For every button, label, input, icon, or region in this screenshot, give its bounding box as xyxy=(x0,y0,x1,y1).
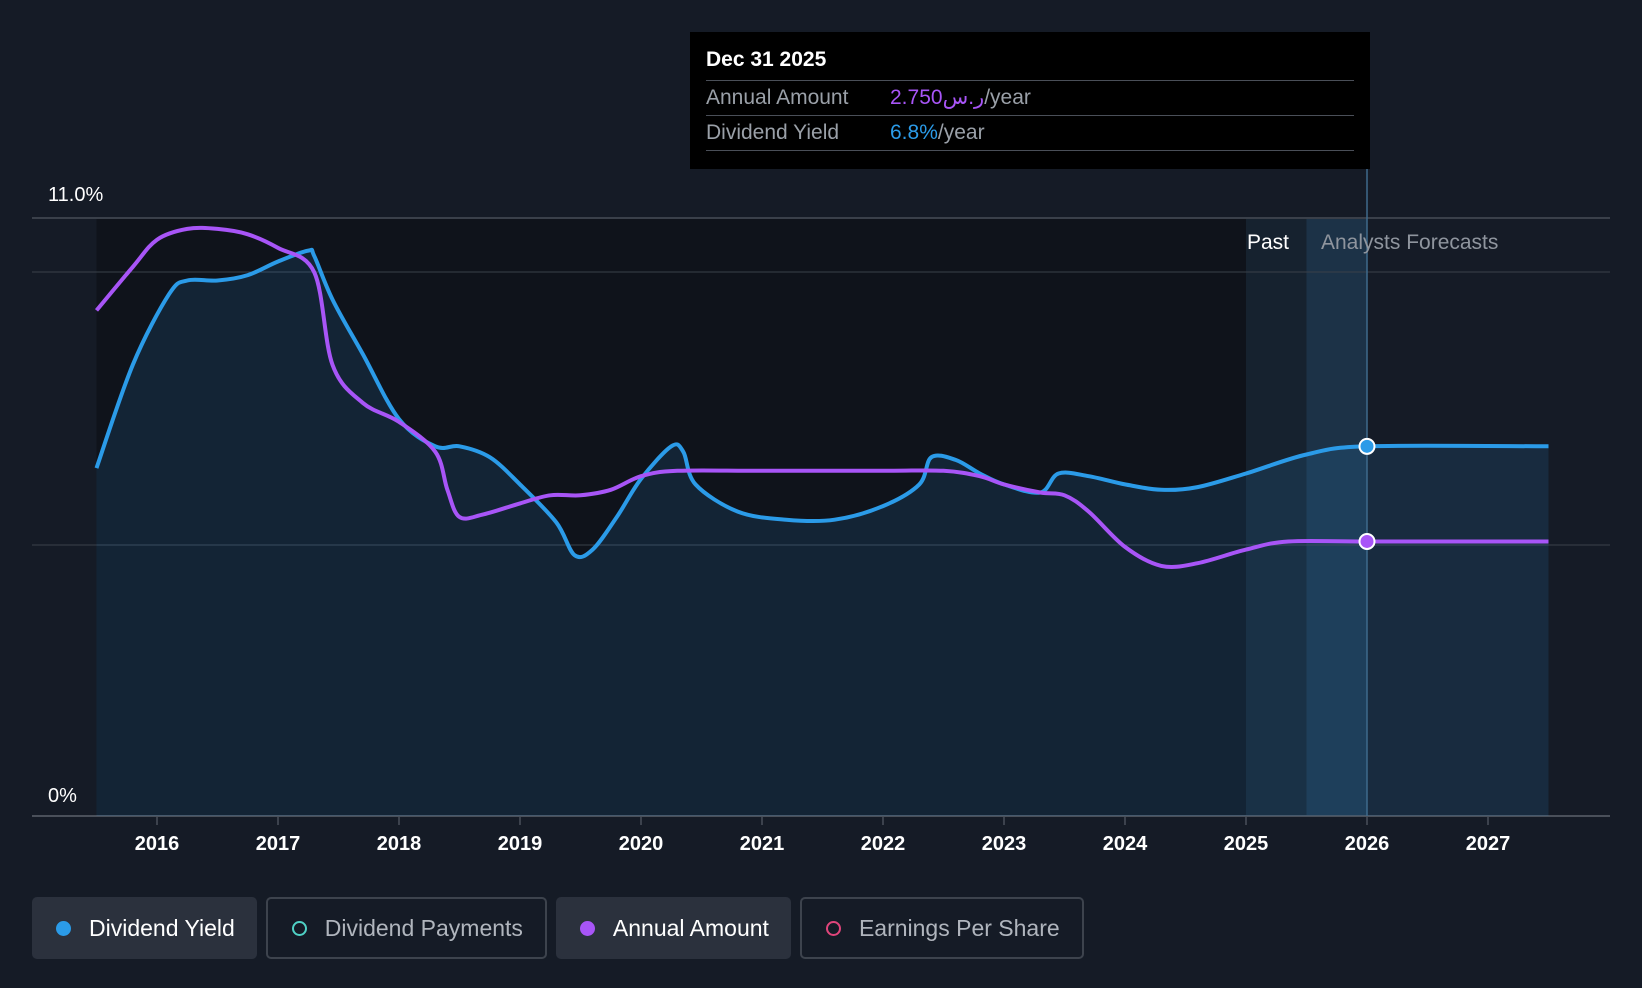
legend-annual-amount-button[interactable]: Annual Amount xyxy=(555,897,791,959)
x-tick-label: 2026 xyxy=(1345,833,1390,855)
chart-legend: Dividend Yield Dividend Payments Annual … xyxy=(32,897,1084,959)
y-tick-label-top: 11.0% xyxy=(48,184,103,206)
legend-dividend-payments-button[interactable]: Dividend Payments xyxy=(265,897,547,959)
dividend-chart: 11.0% 0% Past Analysts Forecasts 2016 201… xyxy=(32,169,1610,855)
dividend-yield-highlight-point[interactable] xyxy=(1358,437,1376,455)
tooltip-annual-label: Annual Amount xyxy=(706,86,849,109)
dividend-yield-line xyxy=(94,247,1549,560)
x-axis: 2016 2017 2018 2019 2020 2021 2022 2023 2024 2025… xyxy=(135,816,1511,855)
legend-annual-amount-label: Annual Amount xyxy=(612,914,769,941)
x-tick-label: 2016 xyxy=(135,833,180,855)
x-tick-label: 2025 xyxy=(1224,833,1269,855)
dividend-yield-dot-icon xyxy=(56,920,71,936)
dividend-payments-ring-icon xyxy=(291,920,307,936)
x-tick-label: 2020 xyxy=(619,833,664,855)
tooltip-yield-unit: /year xyxy=(937,121,985,144)
tooltip-annual-unit: /year xyxy=(984,86,1031,109)
tooltip-yield-label: Dividend Yield xyxy=(706,121,840,144)
x-tick-label: 2022 xyxy=(861,833,906,855)
forecast-highlight-band xyxy=(1306,218,1367,816)
chart-tooltip: Dec 31 2025 Annual Amount 2.750ر.س /year… xyxy=(690,32,1370,169)
x-tick-label: 2017 xyxy=(256,833,301,855)
x-tick-label: 2021 xyxy=(740,833,785,855)
tooltip-yield-value: 6.8% xyxy=(890,121,938,144)
legend-dividend-payments-label: Dividend Payments xyxy=(324,914,523,941)
x-tick-label: 2019 xyxy=(498,833,543,855)
legend-earnings-per-share-label: Earnings Per Share xyxy=(858,914,1060,941)
past-forecast-boundary-band xyxy=(1246,218,1307,816)
tooltip-annual-value: 2.750ر.س xyxy=(890,86,985,109)
x-tick-label: 2024 xyxy=(1103,833,1148,855)
annual-amount-highlight-point[interactable] xyxy=(1358,532,1376,550)
annual-amount-line xyxy=(94,225,1549,569)
grid-lines xyxy=(32,217,1610,817)
tooltip-date: Dec 31 2025 xyxy=(706,46,1354,81)
analysts-forecasts-label: Analysts Forecasts xyxy=(1321,231,1498,254)
legend-earnings-per-share-button[interactable]: Earnings Per Share xyxy=(799,897,1084,959)
x-tick-label: 2018 xyxy=(377,833,422,855)
x-tick-label: 2023 xyxy=(982,833,1027,855)
annual-amount-dot-icon xyxy=(579,920,595,936)
tooltip-annual-row: Annual Amount 2.750ر.س /year xyxy=(706,81,1354,116)
dividend-yield-area xyxy=(96,249,1549,816)
tooltip-yield-row: Dividend Yield 6.8% /year xyxy=(706,116,1354,151)
x-tick-label: 2027 xyxy=(1466,833,1511,855)
earnings-per-share-ring-icon xyxy=(825,920,841,936)
past-region-background xyxy=(96,218,1367,816)
past-label: Past xyxy=(1247,231,1289,254)
legend-dividend-yield-label: Dividend Yield xyxy=(89,914,235,941)
legend-dividend-yield-button[interactable]: Dividend Yield xyxy=(32,897,257,959)
y-tick-label-bottom: 0% xyxy=(48,785,77,807)
